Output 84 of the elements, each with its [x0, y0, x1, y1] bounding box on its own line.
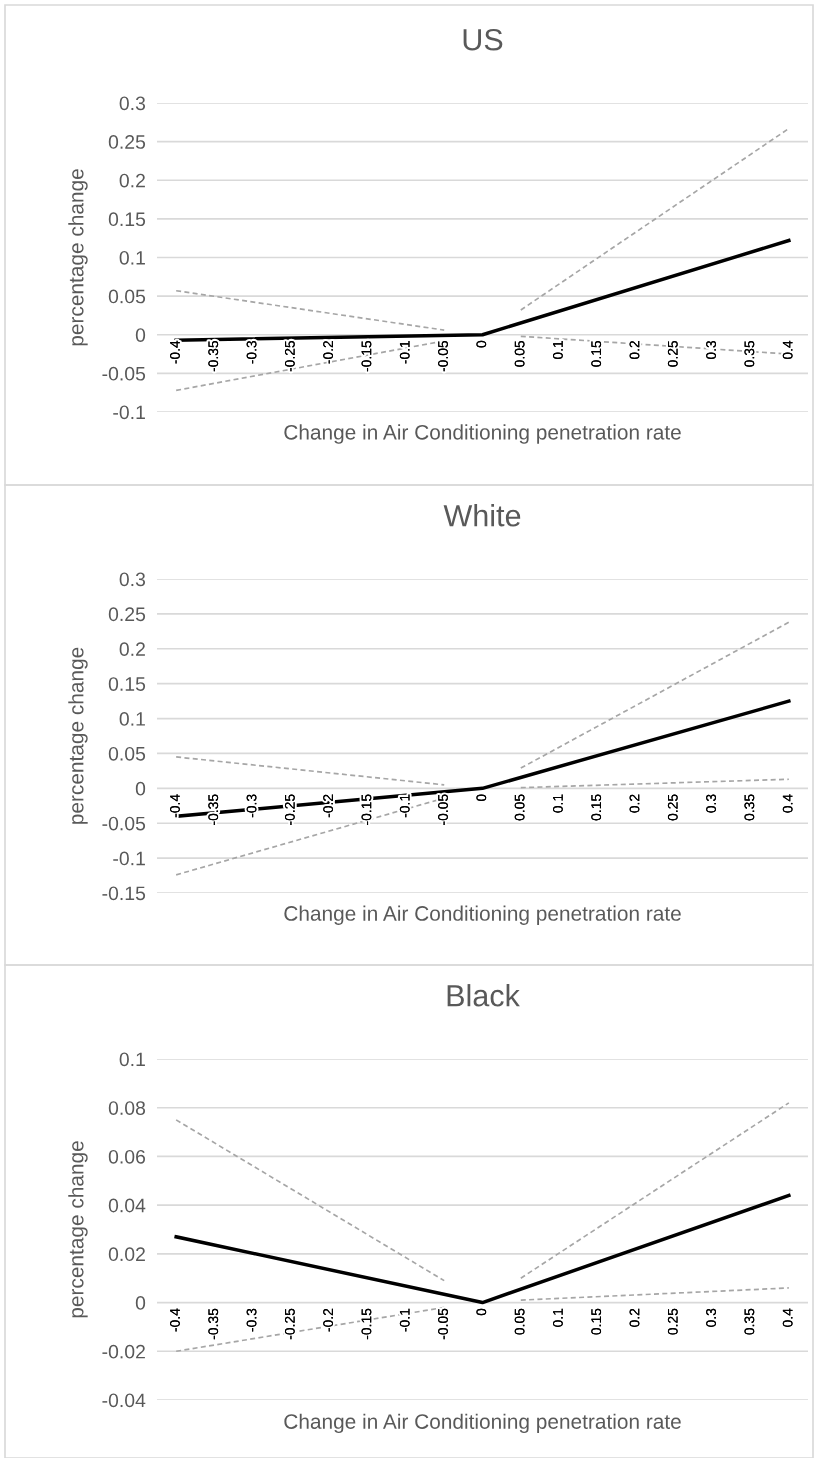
y-tick-label: 0.02 — [108, 1247, 145, 1262]
y-tick-label: 0.1 — [119, 1052, 145, 1067]
x-tick-label: -0.2 — [323, 794, 334, 818]
y-tick-label: 0.06 — [108, 1149, 146, 1164]
x-tick-label: -0.05 — [438, 1308, 448, 1340]
y-tick-label: 0.04 — [108, 1198, 146, 1213]
y-tick-label: 0 — [135, 328, 146, 342]
x-tick-label: 0 — [476, 794, 487, 802]
x-tick-label: 0.4 — [782, 1308, 793, 1327]
y-tick-label: 0.2 — [119, 642, 145, 657]
x-tick-label: -0.3 — [246, 794, 257, 818]
x-tick-label: -0.4 — [170, 1308, 180, 1332]
y-tick-label: -0.1 — [113, 851, 145, 866]
y-tick-label: 0.1 — [119, 250, 145, 265]
x-tick-label: 0.4 — [782, 794, 793, 813]
x-tick-label: -0.15 — [361, 340, 372, 372]
x-tick-label: 0.25 — [667, 340, 678, 367]
y-tick-label: 0.25 — [108, 135, 146, 149]
y-tick-label: 0.3 — [119, 96, 146, 111]
y-tick-label: -0.15 — [102, 886, 146, 901]
x-tick-label: -0.4 — [170, 340, 180, 364]
y-axis-title: percentage change — [68, 169, 88, 346]
x-tick-label: -0.35 — [208, 340, 219, 372]
y-tick-label: 0.1 — [119, 712, 145, 726]
x-tick-label: 0.1 — [552, 1308, 563, 1327]
x-tick-label: -0.2 — [323, 1308, 334, 1332]
chart-title: US — [463, 28, 503, 51]
x-tick-label: -0.25 — [284, 1308, 295, 1340]
x-tick-label: -0.25 — [284, 340, 295, 372]
x-tick-label: -0.3 — [246, 1308, 257, 1332]
x-tick-label: -0.2 — [323, 341, 334, 364]
x-tick-label: -0.05 — [438, 340, 448, 372]
y-tick-label: 0.25 — [108, 607, 146, 622]
x-tick-label: -0.35 — [208, 794, 219, 825]
y-tick-label: 0.3 — [119, 572, 146, 587]
y-tick-label: -0.02 — [102, 1344, 145, 1359]
x-tick-label: 0.05 — [514, 794, 525, 821]
x-tick-label: 0.35 — [744, 340, 755, 367]
x-tick-label: 0.25 — [667, 1308, 678, 1335]
x-tick-label: -0.1 — [399, 1308, 410, 1332]
x-tick-label: -0.1 — [399, 340, 410, 364]
x-tick-label: -0.15 — [361, 1308, 372, 1340]
y-tick-label: 0 — [135, 781, 146, 796]
x-tick-label: -0.15 — [361, 794, 372, 825]
y-tick-label: 0.05 — [108, 289, 146, 304]
x-tick-label: 0.2 — [629, 341, 640, 360]
chart-title: Black — [447, 984, 520, 1007]
x-tick-label: 0 — [476, 1308, 487, 1316]
y-tick-label: 0.05 — [108, 746, 146, 761]
x-tick-label: 0 — [476, 340, 487, 348]
x-tick-label: 0.35 — [744, 1308, 755, 1335]
x-tick-label: 0.15 — [591, 1308, 602, 1335]
x-tick-label: -0.3 — [246, 340, 257, 364]
y-tick-label: 0.2 — [119, 173, 145, 188]
y-axis-title: percentage change — [68, 647, 88, 824]
x-tick-label: 0.2 — [629, 1308, 640, 1327]
x-tick-label: -0.1 — [399, 794, 410, 818]
x-tick-label: -0.35 — [208, 1308, 219, 1340]
y-axis-title: percentage change — [68, 1141, 88, 1318]
x-axis-title: Change in Air Conditioning penetration rate — [284, 424, 681, 444]
x-tick-label: 0.4 — [782, 340, 793, 360]
x-tick-label: -0.4 — [170, 794, 180, 818]
y-tick-label: -0.1 — [113, 405, 145, 420]
chart-title: White — [443, 504, 521, 527]
x-tick-label: 0.3 — [706, 1308, 716, 1327]
x-tick-label: 0.3 — [706, 794, 716, 813]
y-tick-label: 0.15 — [108, 677, 146, 691]
x-tick-label: 0.05 — [514, 340, 525, 367]
x-tick-label: 0.3 — [706, 340, 716, 360]
x-tick-label: 0.15 — [591, 794, 602, 821]
x-tick-label: 0.15 — [591, 340, 602, 367]
x-axis-title: Change in Air Conditioning penetration rate — [284, 905, 681, 925]
x-tick-label: 0.2 — [629, 794, 640, 813]
x-axis-title: Change in Air Conditioning penetration rate — [284, 1413, 681, 1434]
x-tick-label: 0.25 — [667, 794, 678, 821]
x-tick-label: 0.1 — [552, 340, 563, 360]
y-tick-label: -0.04 — [102, 1393, 146, 1408]
y-tick-label: 0 — [135, 1296, 146, 1310]
y-tick-label: 0.15 — [108, 212, 146, 227]
y-tick-label: 0.08 — [108, 1101, 146, 1115]
x-tick-label: 0.35 — [744, 794, 755, 821]
x-tick-label: -0.05 — [438, 794, 448, 825]
x-tick-label: 0.05 — [514, 1308, 525, 1335]
x-tick-label: 0.1 — [552, 794, 563, 813]
